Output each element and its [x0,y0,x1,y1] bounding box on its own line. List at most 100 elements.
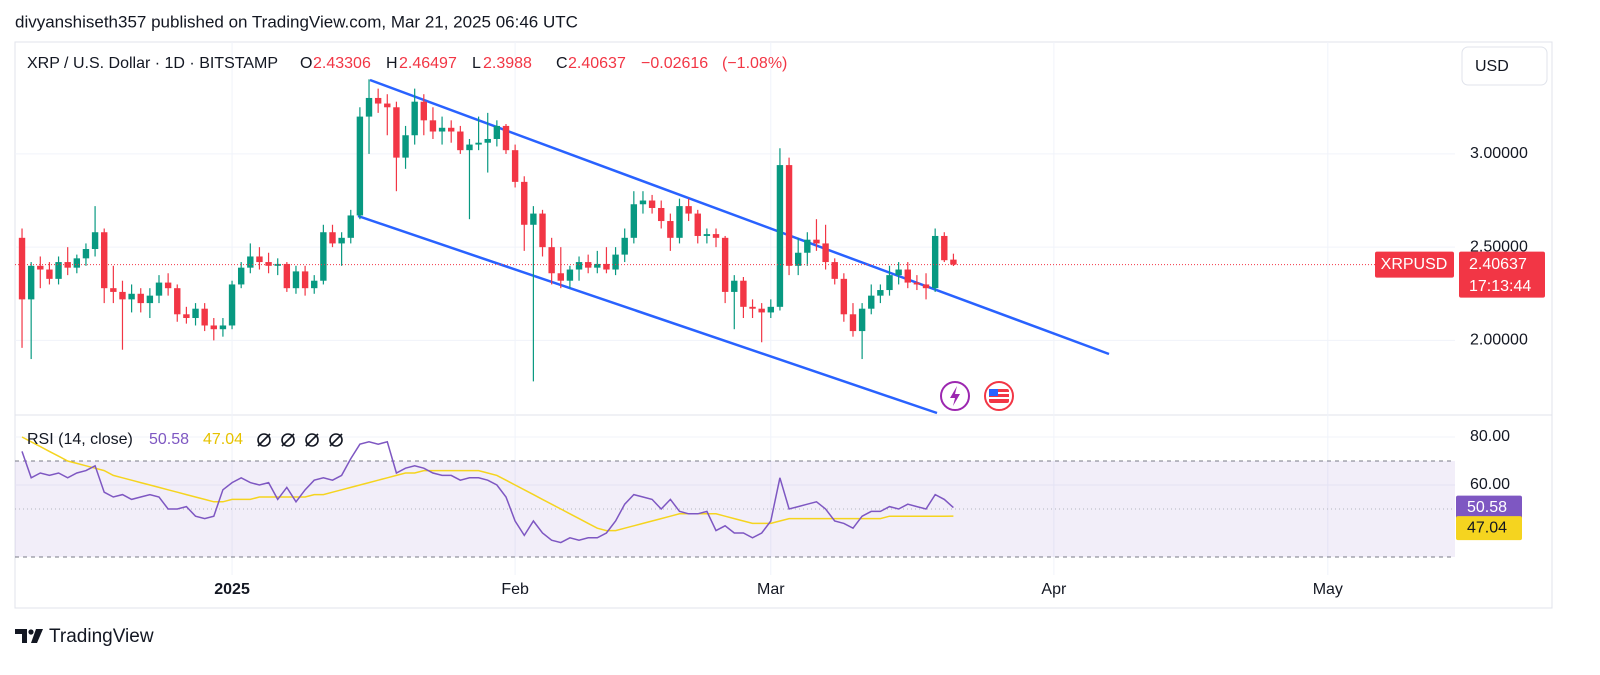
ohlc-label: O [300,55,312,72]
candle-body [895,269,902,276]
ohlc-label: H [386,55,398,72]
economic-event-icon[interactable] [984,381,1014,411]
candle-body [594,263,601,268]
candle-body [466,144,473,151]
symbol-label: XRPUSD [1381,256,1448,273]
candle-body [365,97,373,117]
candle-body [128,293,135,300]
candle-body [192,308,199,319]
y-tick-label: 3.00000 [1470,145,1528,162]
currency-button[interactable]: USD [1461,46,1548,86]
candle-body [721,237,729,292]
candle-body [749,306,756,309]
candle-body [694,213,701,236]
publisher-line: divyanshiseth357 published on TradingVie… [15,12,578,31]
candle-body [219,325,227,330]
candle-body [530,213,537,225]
ohlc-label: L [472,55,481,72]
candle-body [539,213,546,248]
rsi-ma-label: 47.04 [1467,519,1507,536]
candle-body [950,259,957,265]
change-percent: (−1.08%) [722,55,787,72]
candle-body [429,120,437,132]
rsi-value-label: 50.58 [1467,499,1507,516]
candle-body [228,284,236,326]
candle-body [37,265,44,270]
candle-body [566,269,574,281]
grid [15,42,1455,575]
candle-body [46,269,53,279]
candle-body [411,101,418,136]
candle-body [493,125,501,139]
candle-body [703,234,711,236]
candle-body [183,314,190,319]
rsi-ma-badge [1456,516,1522,541]
candle-body [511,150,519,182]
rsi-tick-label: 60.00 [1470,476,1510,493]
candle-body [283,263,291,289]
candle-body [758,308,765,313]
candle-body [329,232,336,244]
indicator-icons [257,433,343,447]
candle-body [210,325,217,330]
candle-body [658,207,665,222]
candle-body [247,256,254,268]
candle-body [840,278,848,315]
x-tick-label: Mar [757,581,785,598]
candle-body [767,306,775,313]
candle-body [301,271,309,289]
candle-body [922,284,930,289]
candle-body [731,280,738,292]
ohlc-label: C [556,55,568,72]
event-icon[interactable] [940,381,970,411]
candle-body [438,127,446,132]
candle-body [146,295,154,304]
candle-body [621,237,628,255]
candle-body [420,101,428,121]
candle-body [685,206,692,214]
candle-body [64,262,71,268]
symbol-badge [1375,251,1454,278]
candle-body [502,125,510,151]
candle-body [822,243,829,263]
x-tick-label: Apr [1041,581,1067,598]
x-tick-label: 2025 [214,581,250,598]
price-badge [1459,251,1545,298]
candle-body [137,293,144,304]
candle-body [237,267,245,285]
candle-body [877,290,884,296]
candle-body [174,288,181,315]
candle-body [785,165,793,266]
candle-body [868,295,875,309]
ohlc-value: 2.40637 [568,55,626,72]
change: −0.02616 [641,55,708,72]
candle-body [712,234,720,238]
candle-body [265,262,272,266]
candle-body [91,232,99,250]
candle-body [320,232,327,281]
candle-body [119,291,126,300]
candle-body [603,263,610,270]
ohlc-value: 2.46497 [399,55,457,72]
candle-body [402,135,409,158]
rsi-title: RSI (14, close) [27,431,133,448]
candle-body [831,262,838,279]
candle-body [904,269,911,283]
candle-body [384,103,391,108]
ohlc-value: 2.43306 [313,55,371,72]
candle-body [794,252,802,266]
candle-body [256,256,263,263]
candle-body [941,235,948,261]
rsi-tick-label: 80.00 [1470,428,1510,445]
candle-body [849,314,857,332]
candle-body [667,221,674,238]
candle-body [913,282,921,285]
candle-body [82,249,90,259]
candle-body [475,142,482,145]
currency[interactable]: USD [1475,58,1509,75]
candle-body [73,258,81,268]
x-tick-label: May [1313,581,1343,598]
candle-body [612,254,619,270]
candle-body [521,181,528,225]
